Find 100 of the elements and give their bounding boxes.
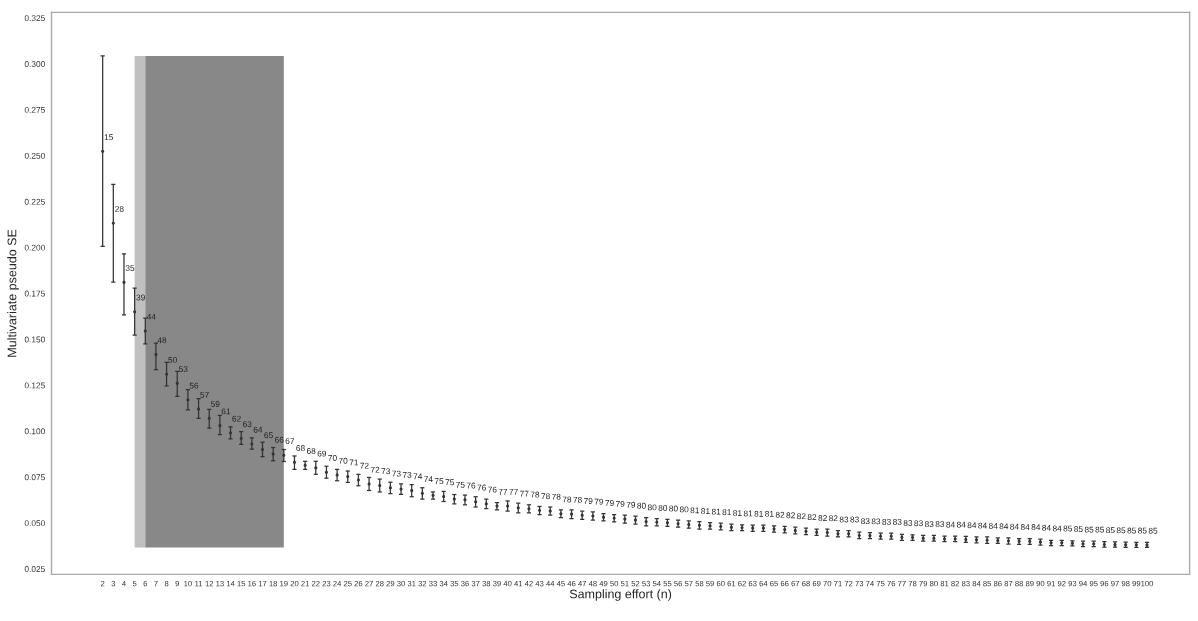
annotation: 79: [584, 498, 593, 504]
annotation: 71: [349, 459, 359, 466]
annotation: 75: [445, 479, 454, 486]
annotation: 84: [956, 521, 966, 528]
y-tick-label: 0.025: [24, 566, 45, 573]
annotation: 85: [1116, 527, 1126, 534]
annotation: 70: [338, 457, 348, 464]
annotation: 80: [679, 506, 689, 513]
annotation: 84: [967, 522, 977, 529]
annotation: 85: [1095, 526, 1105, 533]
annotation: 83: [861, 518, 870, 525]
annotation: 66: [274, 436, 284, 443]
annotation: 57: [200, 391, 209, 398]
annotation: 70: [328, 455, 337, 461]
annotation: 78: [541, 493, 550, 500]
annotation: 85: [1063, 525, 1073, 532]
y-tick-label: 0.300: [24, 61, 45, 67]
y-tick-label: 0.050: [24, 520, 45, 527]
x-axis-title: Sampling effort (n): [569, 589, 672, 601]
annotation: 78: [530, 491, 540, 498]
annotation: 85: [1127, 527, 1136, 534]
annotation: 75: [456, 481, 465, 488]
annotation: 84: [1042, 524, 1051, 531]
annotation: 82: [775, 511, 785, 518]
annotation: 85: [1074, 526, 1083, 533]
annotation: 44: [146, 313, 156, 320]
annotation: 61: [221, 408, 231, 415]
annotation: 64: [253, 426, 263, 433]
y-tick-label: 0.100: [24, 428, 45, 435]
annotation: 73: [392, 470, 401, 477]
annotation: 78: [562, 496, 572, 503]
annotation: 82: [829, 515, 838, 522]
annotation: 65: [264, 432, 273, 439]
annotation: 77: [520, 490, 529, 497]
annotation: 76: [477, 484, 486, 491]
annotation: 72: [360, 462, 369, 469]
annotation: 81: [690, 507, 700, 514]
annotation: 84: [978, 522, 987, 529]
y-tick-label: 0.125: [24, 382, 45, 389]
annotation: 85: [1106, 527, 1115, 534]
annotation: 84: [988, 522, 998, 529]
annotation: 76: [488, 486, 497, 493]
annotation: 83: [935, 521, 945, 528]
annotation: 83: [871, 518, 881, 525]
annotation: 79: [615, 500, 625, 507]
annotation: 73: [381, 468, 391, 475]
annotation: 81: [733, 510, 742, 517]
annotation: 78: [552, 493, 561, 500]
annotation: 48: [157, 337, 167, 344]
y-tick-label: 0.175: [24, 290, 45, 297]
annotation: 74: [424, 476, 433, 482]
y-tick-label: 0.275: [24, 106, 45, 113]
annotation: 80: [669, 505, 678, 512]
y-tick-label: 0.200: [24, 244, 45, 251]
annotation: 76: [466, 482, 476, 489]
annotation: 81: [765, 510, 774, 517]
annotation: 83: [903, 520, 913, 526]
annotation: 50: [168, 356, 177, 363]
annotation: 56: [189, 382, 199, 389]
annotation: 68: [296, 445, 305, 452]
annotation: 68: [306, 448, 316, 454]
annotation: 15: [104, 134, 113, 141]
annotation: 83: [882, 518, 891, 525]
annotation: 84: [999, 523, 1009, 530]
annotation: 73: [402, 471, 412, 478]
annotation: 83: [914, 520, 923, 527]
y-tick-label: 0.150: [24, 336, 45, 343]
annotation: 81: [754, 510, 763, 517]
annotation: 63: [243, 421, 252, 428]
annotation: 80: [647, 504, 657, 511]
annotation: 77: [498, 488, 508, 495]
annotation: 28: [115, 205, 124, 212]
y-tick-label: 0.325: [24, 15, 45, 22]
annotation: 84: [1010, 523, 1019, 530]
annotation: 80: [637, 502, 646, 509]
y-tick-label: 0.250: [24, 152, 45, 159]
annotation: 81: [711, 508, 721, 515]
y-axis-title: Multivariate pseudo SE: [7, 229, 19, 357]
annotation: 83: [892, 518, 902, 525]
annotation: 35: [125, 265, 135, 272]
annotation: 82: [807, 514, 817, 521]
annotation: 79: [626, 501, 636, 508]
y-tick-label: 0.075: [24, 474, 45, 481]
annotation: 79: [594, 498, 604, 505]
annotation: 82: [797, 513, 806, 520]
annotation: 84: [1031, 524, 1041, 530]
annotation: 74: [413, 473, 423, 480]
annotation: 81: [743, 510, 753, 517]
annotation: 79: [605, 500, 614, 506]
annotation: 59: [210, 401, 220, 407]
annotation: 83: [839, 516, 849, 523]
annotation: 85: [1148, 527, 1158, 534]
annotation: 53: [178, 366, 188, 373]
annotation: 75: [434, 478, 444, 485]
annotation: 81: [722, 509, 731, 516]
annotation: 82: [818, 515, 827, 521]
annotation: 81: [701, 508, 710, 515]
annotation: 77: [509, 488, 518, 495]
annotation: 83: [924, 521, 934, 528]
annotation: 84: [1020, 524, 1030, 530]
